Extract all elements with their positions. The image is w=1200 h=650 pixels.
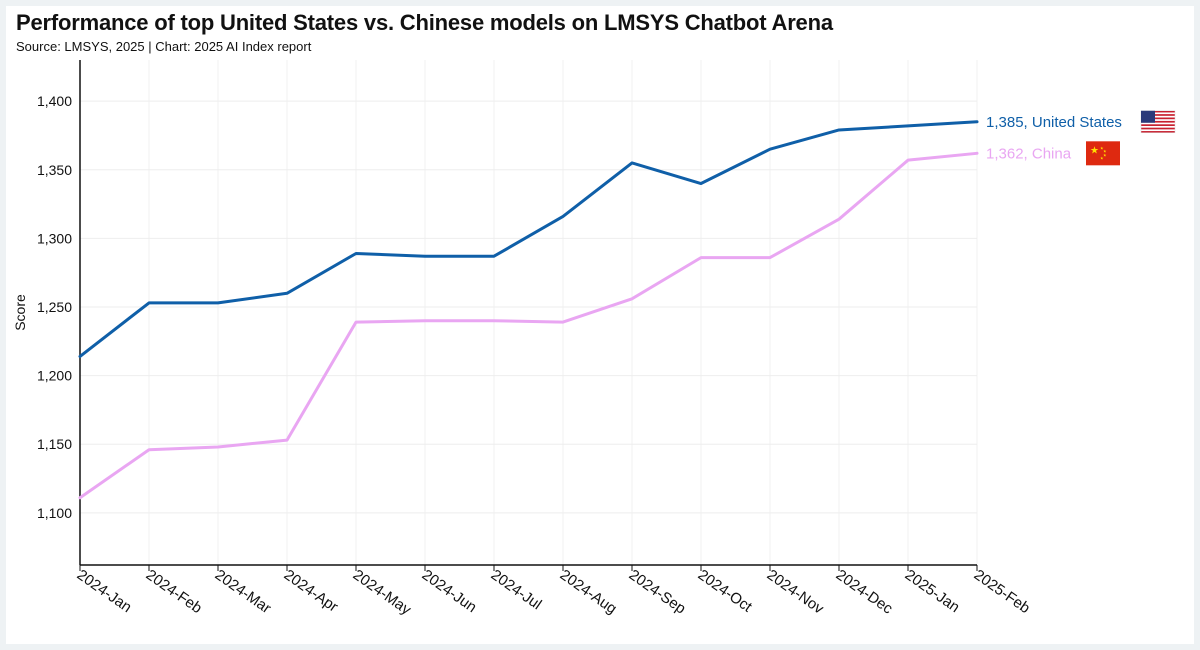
china-flag-icon: ★ ★★★★ [1086,141,1120,166]
end-label-united-states: 1,385, United States [986,114,1122,131]
y-tick-label: 1,250 [37,299,72,315]
series-line-china [78,151,979,500]
end-label-china: 1,362, China [986,145,1072,162]
series-line-united-states [78,120,979,358]
x-tick-label: 2024-Jul [488,566,545,613]
x-tick-label: 2024-Oct [695,566,756,616]
chart-subtitle: Source: LMSYS, 2025 | Chart: 2025 AI Ind… [16,39,312,54]
x-tick-label: 2024-Sep [626,566,689,617]
svg-text:★: ★ [1100,155,1104,160]
y-tick-label: 1,400 [37,93,72,109]
y-tick-label: 1,300 [37,230,72,246]
x-tick-label: 2024-Dec [833,566,896,618]
svg-text:★: ★ [1103,152,1107,157]
x-tick-label: 2024-Nov [764,566,827,618]
x-tick-label: 2024-Feb [143,566,205,617]
y-tick-label: 1,200 [37,368,72,384]
us-flag-icon [1140,110,1176,134]
chart-title: Performance of top United States vs. Chi… [16,10,833,35]
chart-card: Performance of top United States vs. Chi… [6,6,1194,644]
x-tick-label: 2024-May [350,566,415,618]
x-tick-label: 2024-Mar [212,566,274,617]
y-tick-label: 1,100 [37,505,72,521]
x-tick-label: 2024-Jun [419,566,480,616]
x-tick-label: 2024-Apr [281,566,341,615]
x-tick-label: 2024-Jan [74,566,135,616]
y-tick-label: 1,350 [37,162,72,178]
svg-text:★: ★ [1100,145,1104,150]
y-axis-label: Score [12,294,28,331]
svg-text:★: ★ [1090,145,1099,156]
x-tick-label: 2025-Feb [971,566,1033,617]
x-tick-label: 2024-Aug [557,566,620,617]
y-tick-label: 1,150 [37,436,72,452]
svg-text:★: ★ [1103,148,1107,153]
x-tick-label: 2025-Jan [902,566,963,616]
